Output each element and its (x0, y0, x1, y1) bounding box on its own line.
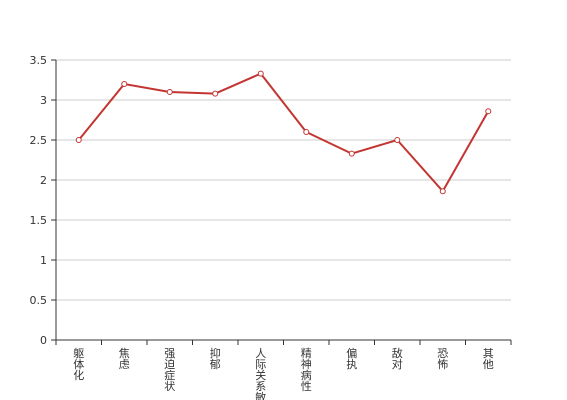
series-group (75, 70, 492, 195)
y-tick-label: 2.5 (30, 134, 48, 147)
data-point[interactable] (348, 150, 355, 157)
y-tick-label: 0.5 (30, 294, 48, 307)
data-point[interactable] (121, 81, 128, 87)
x-tick-label: 恐怖 (437, 347, 448, 371)
x-axis-ticks: 躯体化 焦虑 强迫症状 抑郁 人际关系敏感 精神病性 偏执 敌对 恐怖 其他 (55, 340, 512, 400)
x-tick-label: 精神病性 (301, 347, 312, 393)
x-tick-label: 其他 (483, 347, 494, 371)
y-tick-label: 0 (40, 334, 47, 347)
data-point[interactable] (212, 90, 219, 97)
data-point[interactable] (394, 137, 401, 143)
x-tick-label: 抑郁 (210, 346, 221, 371)
data-point[interactable] (485, 108, 492, 115)
data-point[interactable] (257, 70, 264, 77)
y-axis-ticks: 0 0.5 1 1.5 2 2.5 3 3.5 (30, 54, 56, 347)
data-point[interactable] (439, 188, 446, 195)
x-tick-label: 焦虑 (119, 347, 130, 371)
y-tick-label: 1.5 (30, 214, 48, 227)
x-tick-label: 人际关系敏感 (255, 347, 266, 400)
y-tick-label: 3 (40, 94, 47, 107)
y-tick-label: 2 (40, 174, 47, 187)
grid-lines (56, 59, 511, 301)
series-line (77, 72, 490, 193)
x-tick-label: 强迫症状 (164, 347, 175, 393)
x-tick-label: 偏执 (346, 346, 357, 371)
data-point[interactable] (166, 89, 173, 95)
data-point[interactable] (303, 129, 310, 135)
y-tick-label: 1 (40, 254, 47, 267)
data-point[interactable] (75, 137, 82, 143)
x-tick-label: 敌对 (392, 346, 403, 371)
y-tick-label: 3.5 (30, 54, 48, 67)
x-tick-label: 躯体化 (73, 347, 84, 382)
